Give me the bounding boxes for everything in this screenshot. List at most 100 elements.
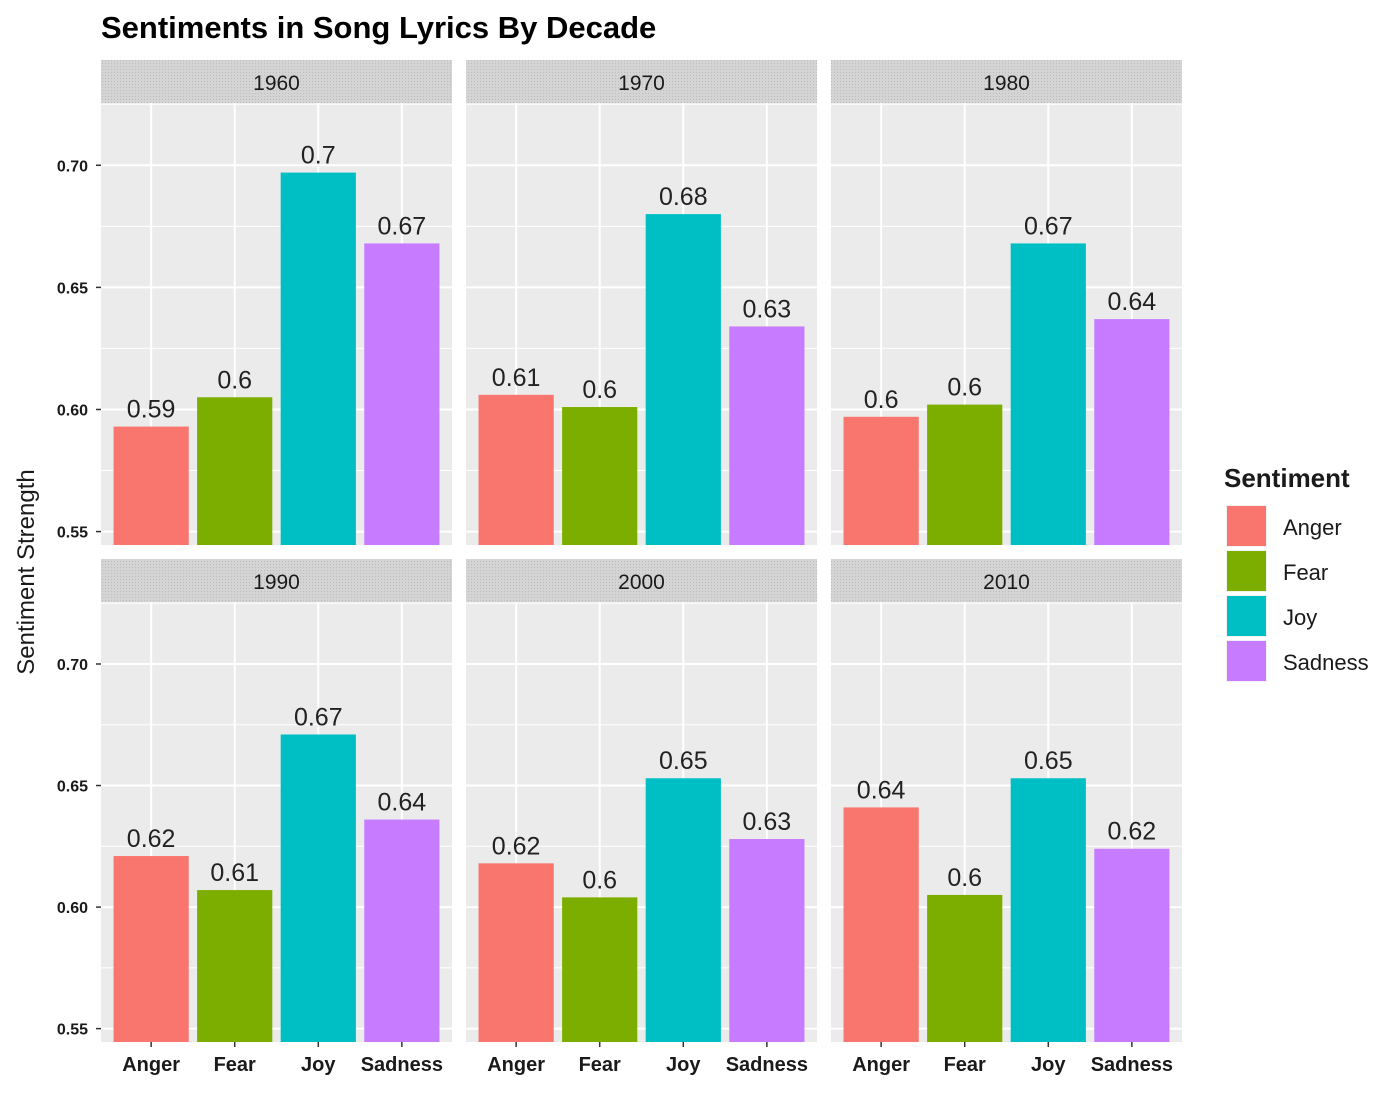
facet-strip-label: 1980 <box>983 72 1030 95</box>
bar-fear <box>197 397 273 545</box>
y-tick-label: 0.60 <box>57 402 88 419</box>
x-tick-label: Fear <box>579 1054 621 1076</box>
bar-value-label: 0.59 <box>127 396 176 424</box>
bar-sadness <box>729 839 805 1042</box>
facet-strip <box>466 60 817 103</box>
facet-panel-1990: 1990 0.62 0.61 0.67 0.64 0.55 0.60 0.65 0.70 Ange… <box>57 559 452 1076</box>
facet-panel-1980: 1980 0.6 0.6 0.67 0.64 <box>831 60 1182 545</box>
x-tick-label: Sadness <box>726 1054 808 1076</box>
bar-anger <box>843 807 919 1042</box>
legend-label: Anger <box>1283 515 1342 540</box>
x-tick-label: Fear <box>214 1054 256 1076</box>
x-tick-label: Anger <box>487 1054 545 1076</box>
y-tick-label: 0.70 <box>57 657 88 674</box>
x-tick-label: Anger <box>852 1054 910 1076</box>
y-tick-label: 0.65 <box>57 779 88 796</box>
facet-strip-label: 1970 <box>618 72 665 95</box>
y-tick-label: 0.65 <box>57 280 88 297</box>
bar-anger <box>478 863 554 1042</box>
bar-anger <box>843 416 919 545</box>
y-tick-label: 0.55 <box>57 1022 88 1039</box>
y-tick-label: 0.55 <box>57 525 88 542</box>
bar-fear <box>562 897 638 1042</box>
facets-layer: 1960 0.59 0.6 0.7 0.67 0.55 0.60 0.65 0.70 1970 0.… <box>57 60 1182 1076</box>
legend-label: Fear <box>1283 560 1328 585</box>
facet-strip-label: 1990 <box>253 571 300 594</box>
facet-strip <box>466 559 817 602</box>
bar-value-label: 0.64 <box>857 776 906 804</box>
bar-value-label: 0.67 <box>294 703 343 731</box>
y-tick-label: 0.70 <box>57 158 88 175</box>
bar-value-label: 0.6 <box>864 386 899 414</box>
bar-sadness <box>1094 319 1170 545</box>
facet-strip <box>101 559 452 602</box>
bar-anger <box>113 856 189 1042</box>
bar-value-label: 0.63 <box>743 295 792 323</box>
y-tick-label: 0.60 <box>57 900 88 917</box>
legend-key-anger <box>1227 506 1266 546</box>
bar-joy <box>280 734 356 1042</box>
bar-value-label: 0.64 <box>378 789 427 817</box>
facet-strip <box>101 60 452 103</box>
bar-value-label: 0.6 <box>217 366 252 394</box>
bar-sadness <box>364 819 440 1042</box>
bar-value-label: 0.67 <box>378 212 427 240</box>
x-tick-label: Joy <box>1031 1054 1066 1076</box>
bar-value-label: 0.62 <box>127 825 176 853</box>
x-tick-label: Anger <box>122 1054 180 1076</box>
facet-panel-1960: 1960 0.59 0.6 0.7 0.67 0.55 0.60 0.65 0.70 <box>57 60 452 545</box>
bar-sadness <box>364 243 440 545</box>
facet-strip-label: 2000 <box>618 571 665 594</box>
bar-value-label: 0.6 <box>947 374 982 402</box>
bar-value-label: 0.67 <box>1024 212 1073 240</box>
bar-fear <box>197 890 273 1042</box>
x-tick-label: Joy <box>301 1054 336 1076</box>
bar-value-label: 0.61 <box>210 859 259 887</box>
legend-key-joy <box>1227 596 1266 636</box>
facet-panel-1970: 1970 0.61 0.6 0.68 0.63 <box>466 60 817 545</box>
facet-strip <box>831 559 1182 602</box>
bar-value-label: 0.68 <box>659 183 708 211</box>
chart-title: Sentiments in Song Lyrics By Decade <box>101 10 656 45</box>
bar-joy <box>645 214 721 545</box>
facet-strip <box>831 60 1182 103</box>
bar-sadness <box>729 326 805 545</box>
bar-value-label: 0.64 <box>1108 288 1157 316</box>
facet-panel-2000: 2000 0.62 0.6 0.65 0.63 Anger Fear Joy Sadness <box>466 559 817 1076</box>
legend-title: Sentiment <box>1224 463 1350 493</box>
facet-panel-2010: 2010 0.64 0.6 0.65 0.62 Anger Fear Joy Sadness <box>831 559 1182 1076</box>
bar-value-label: 0.65 <box>659 747 708 775</box>
bar-joy <box>1010 243 1086 545</box>
bar-fear <box>927 894 1003 1042</box>
bar-value-label: 0.6 <box>582 866 617 894</box>
legend-key-sadness <box>1227 641 1266 681</box>
legend-label: Sadness <box>1283 650 1369 675</box>
x-tick-label: Fear <box>944 1054 986 1076</box>
bar-value-label: 0.61 <box>492 364 541 392</box>
bar-fear <box>927 404 1003 545</box>
bar-anger <box>478 394 554 545</box>
x-tick-label: Sadness <box>361 1054 443 1076</box>
bar-value-label: 0.63 <box>743 808 792 836</box>
bar-value-label: 0.62 <box>1108 818 1157 846</box>
x-tick-label: Sadness <box>1091 1054 1173 1076</box>
bar-fear <box>562 407 638 545</box>
legend-key-fear <box>1227 551 1266 591</box>
y-axis-title: Sentiment Strength <box>13 469 40 674</box>
facet-strip-label: 1960 <box>253 72 300 95</box>
bar-value-label: 0.6 <box>582 376 617 404</box>
bar-sadness <box>1094 848 1170 1042</box>
facet-strip-label: 2010 <box>983 571 1030 594</box>
legend-label: Joy <box>1283 605 1317 630</box>
bar-value-label: 0.7 <box>301 142 336 170</box>
bar-joy <box>280 172 356 545</box>
x-tick-label: Joy <box>666 1054 701 1076</box>
bar-anger <box>113 426 189 545</box>
bar-value-label: 0.6 <box>947 864 982 892</box>
legend: Anger Fear Joy Sadness <box>1226 505 1369 682</box>
bar-value-label: 0.65 <box>1024 747 1073 775</box>
bar-joy <box>645 778 721 1042</box>
bar-joy <box>1010 778 1086 1042</box>
